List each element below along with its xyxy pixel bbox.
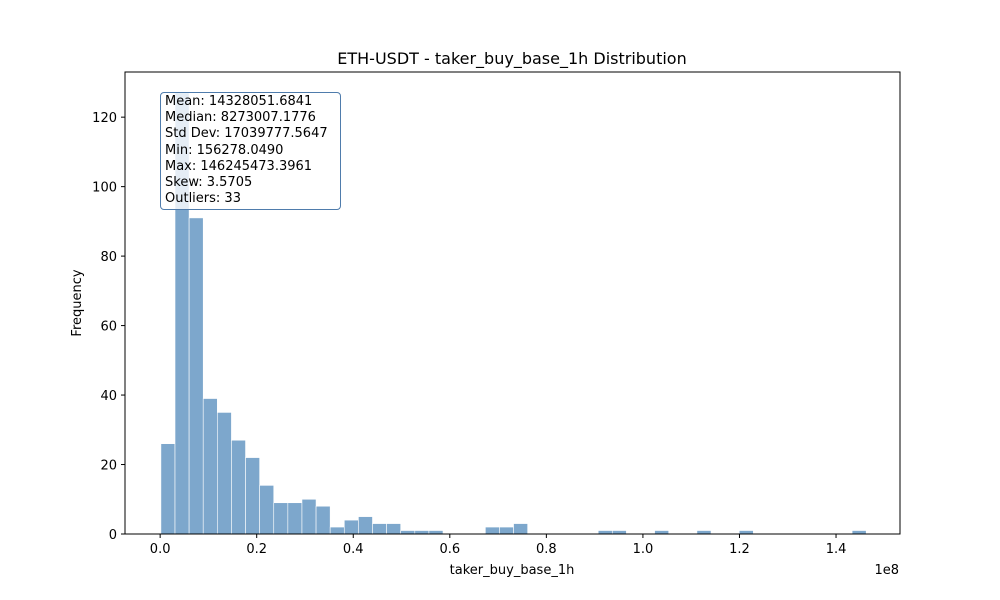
x-tick-label: 1.2 (729, 542, 750, 557)
histogram-bar (329, 526, 345, 535)
histogram-bar (738, 530, 754, 535)
stat-mean: Mean: 14328051.6841 (165, 94, 313, 109)
x-tick-label: 0.4 (343, 542, 364, 557)
histogram-bar (414, 530, 430, 535)
plot-frame (124, 71, 901, 535)
y-tick-label: 60 (100, 320, 117, 335)
histogram-bar (245, 457, 260, 535)
histogram-bar (499, 526, 514, 535)
x-tick-label: 0.2 (246, 542, 267, 557)
y-axis-label: Frequency (70, 269, 85, 336)
histogram-bar (696, 530, 712, 535)
histogram-bar (372, 523, 387, 535)
x-tick-label: 0.0 (150, 542, 171, 557)
y-tick-label: 100 (92, 181, 117, 196)
histogram-bar (287, 502, 303, 535)
histogram-bar (611, 530, 627, 535)
histogram-bar (231, 439, 246, 535)
y-tick-label: 120 (92, 111, 117, 126)
y-tick-label: 0 (109, 528, 117, 543)
histogram-bar (428, 530, 444, 535)
histogram-bar (160, 443, 176, 535)
stat-outliers: Outliers: 33 (165, 191, 241, 207)
stat-max: Max: 146245473.3961 (165, 158, 313, 174)
histogram-bar (343, 519, 359, 535)
histogram-bar (513, 523, 528, 535)
x-tick-label: 0.8 (536, 542, 557, 557)
x-offset-label: 1e8 (874, 563, 899, 578)
y-tick-label: 80 (100, 250, 117, 265)
histogram-bar (358, 516, 373, 535)
stat-skew: Skew: 3.5705 (165, 175, 253, 191)
histogram-bar (485, 526, 500, 535)
histogram-bar (273, 502, 289, 535)
stat-std: Std Dev: 17039777.5647 (165, 126, 328, 142)
stats-box: Mean: 14328051.6841 Median: 8273007.1776… (160, 92, 341, 210)
histogram-bar (386, 523, 402, 535)
histogram-bar (202, 398, 218, 535)
histogram-bar (597, 530, 613, 535)
y-tick-label: 40 (100, 389, 117, 404)
x-axis-label: taker_buy_base_1h (450, 563, 575, 578)
stat-median: Median: 8273007.1776 (165, 110, 316, 126)
y-tick-label: 20 (100, 459, 117, 474)
histogram-bar (654, 530, 670, 535)
x-tick-label: 0.6 (439, 542, 460, 557)
x-tick-label: 1.4 (826, 542, 847, 557)
chart-title: ETH-USDT - taker_buy_base_1h Distributio… (337, 49, 686, 69)
histogram-bar (851, 530, 867, 535)
histogram-bar (217, 412, 232, 535)
histogram-bar (315, 505, 331, 535)
stat-min: Min: 156278.0490 (165, 142, 284, 158)
histogram-bar (259, 485, 275, 535)
x-tick-label: 1.0 (633, 542, 654, 557)
histogram-bar (301, 498, 317, 535)
histogram-bar (188, 217, 204, 535)
histogram-bar (400, 530, 416, 535)
